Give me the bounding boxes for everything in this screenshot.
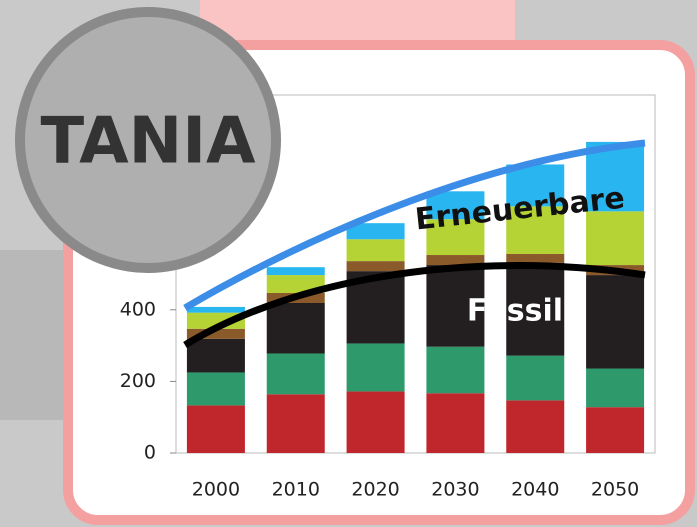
x-tick-label: 2050 bbox=[591, 479, 639, 501]
bar-segment bbox=[346, 343, 405, 392]
bar-segment bbox=[266, 394, 325, 453]
bar-segment bbox=[586, 141, 645, 212]
bar-segment bbox=[506, 164, 565, 207]
bar-segment bbox=[346, 223, 405, 240]
x-tick-label: 2010 bbox=[272, 479, 320, 501]
bar-segment bbox=[506, 400, 565, 453]
bar-segment bbox=[586, 211, 645, 266]
bar-segment bbox=[426, 191, 485, 220]
bar-segment bbox=[266, 267, 325, 276]
bar-segment bbox=[586, 275, 645, 369]
bar-segment bbox=[586, 368, 645, 408]
bar-segment bbox=[426, 346, 485, 394]
plot: 0 200 400 2000 2010 2020 2030 2040 2050 bbox=[120, 141, 645, 501]
x-tick-label: 2020 bbox=[351, 479, 399, 501]
x-tick-label: 2000 bbox=[192, 479, 240, 501]
bar-segment bbox=[506, 253, 565, 263]
bar-segment bbox=[426, 219, 485, 256]
bar-segment bbox=[186, 306, 245, 313]
bar-segment bbox=[586, 407, 645, 453]
bar-segment bbox=[426, 265, 485, 347]
badge-circle bbox=[15, 7, 281, 273]
badge-text: TANIA bbox=[40, 105, 256, 179]
renewable-curve bbox=[183, 139, 646, 312]
bar-segment bbox=[346, 239, 405, 262]
bar-segment bbox=[186, 338, 245, 373]
background-block bbox=[0, 250, 70, 420]
y-tick-label: 0 bbox=[144, 442, 156, 464]
bar-segment bbox=[186, 328, 245, 339]
bar-segment bbox=[426, 255, 485, 266]
bar-segment bbox=[266, 353, 325, 395]
x-tick-label: 2040 bbox=[511, 479, 559, 501]
bar-segment bbox=[266, 302, 325, 354]
bar-segment bbox=[266, 275, 325, 293]
bar-segment bbox=[186, 372, 245, 406]
bar-segment bbox=[346, 261, 405, 272]
bar-segment bbox=[186, 405, 245, 453]
x-tick-label: 2030 bbox=[431, 479, 479, 501]
annotation: Fossil bbox=[467, 294, 563, 329]
y-tick-label: 200 bbox=[120, 370, 156, 392]
fossil-curve bbox=[183, 262, 646, 348]
bar-segment bbox=[506, 262, 565, 356]
bar-segment bbox=[346, 391, 405, 453]
bar-segment bbox=[506, 206, 565, 254]
plot-border bbox=[175, 94, 656, 454]
y-tick-label: 400 bbox=[120, 298, 156, 320]
bar-segment bbox=[506, 355, 565, 401]
bar-segment bbox=[426, 393, 485, 453]
